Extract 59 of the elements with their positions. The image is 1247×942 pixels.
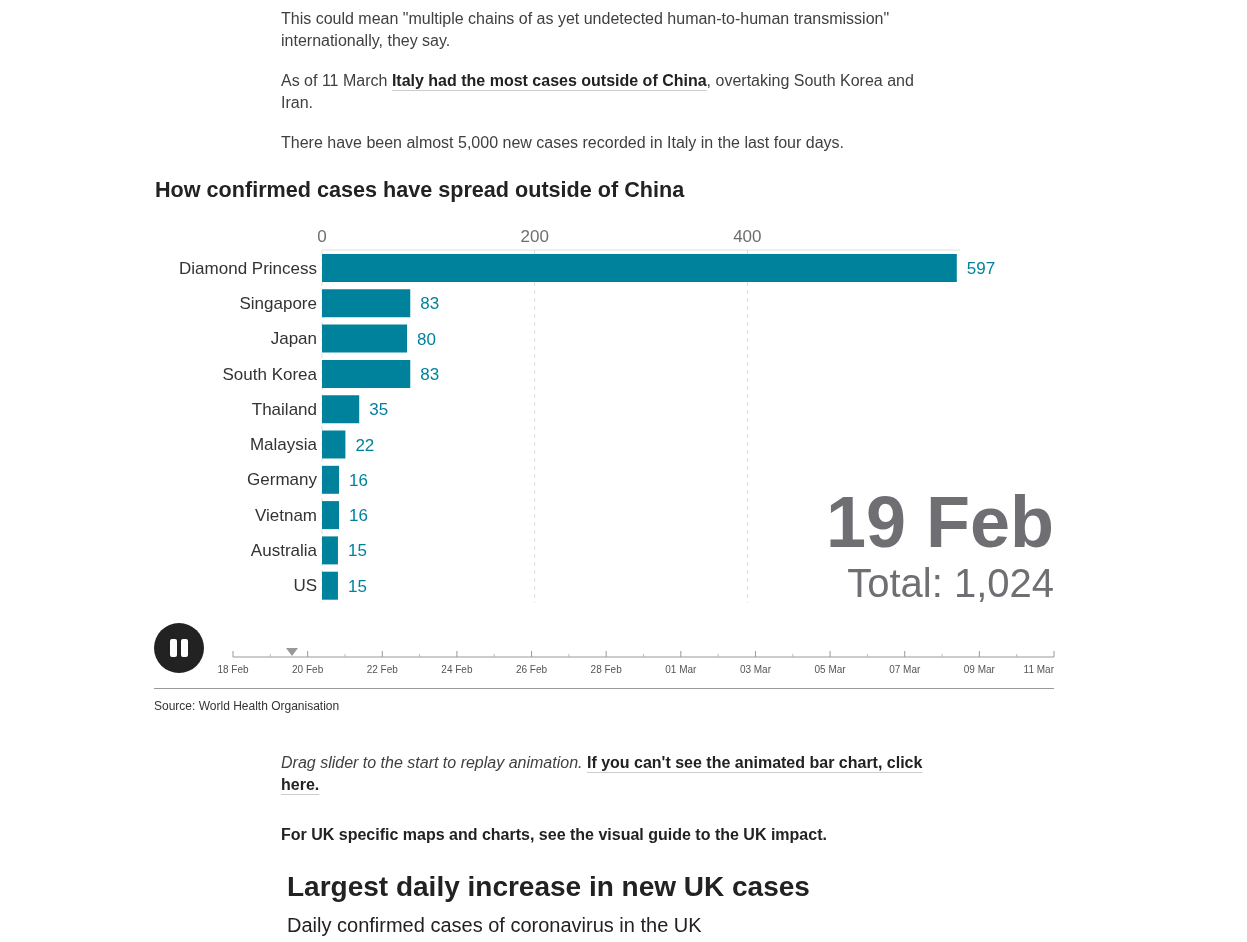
text: Drag slider to the start to replay animation. <box>281 754 583 771</box>
bar <box>322 324 408 353</box>
text: Italy had the most cases outside of China <box>391 72 707 89</box>
y-tick-label: Japan <box>270 329 317 349</box>
data-label: 15 <box>347 541 367 561</box>
y-tick-label: Australia <box>250 541 318 561</box>
y-tick-label: South Korea <box>222 364 318 384</box>
bar <box>322 501 340 530</box>
data-label: 16 <box>349 470 368 490</box>
x-tick-label: 400 <box>733 227 762 246</box>
bar <box>322 395 360 424</box>
text: 28 Feb <box>590 664 622 676</box>
data-label: 22 <box>355 435 375 455</box>
text: 20 Feb <box>292 664 324 676</box>
bar <box>322 359 411 388</box>
data-label: 83 <box>420 294 440 314</box>
y-tick-label: Singapore <box>239 293 317 313</box>
text: 07 Mar <box>889 664 921 676</box>
text: 03 Mar <box>739 664 772 676</box>
text: This could mean "multiple chains of as yet undetected human-to-human transmission" internationally, they say. <box>281 9 891 51</box>
text: If you can't see the animated bar chart, click <box>586 754 923 771</box>
text: Largest daily increase in new UK cases <box>287 870 810 904</box>
text: 22 Feb <box>366 664 398 676</box>
text: 11 Mar <box>1023 664 1054 676</box>
text: Daily confirmed cases of coronavirus in the UK <box>287 913 702 938</box>
text: 26 Feb <box>515 664 548 676</box>
text: 05 Mar <box>814 664 846 676</box>
x-tick-label: 0 <box>317 227 327 246</box>
bar <box>322 465 340 494</box>
data-label: 83 <box>420 364 440 384</box>
text: 09 Mar <box>963 664 995 676</box>
text: 18 Feb <box>217 664 249 676</box>
text: There have been almost 5,000 new cases recorded in Italy in the last four days. <box>281 133 845 153</box>
text: 24 Feb <box>441 664 473 676</box>
chart-title: How confirmed cases have spread outside of China <box>155 176 685 204</box>
data-label: 80 <box>417 329 436 349</box>
data-label: 35 <box>369 400 389 420</box>
x-tick-label: 200 <box>520 227 549 246</box>
text: 01 Mar <box>665 664 697 676</box>
y-tick-label: Thailand <box>251 399 317 419</box>
text: here. <box>281 776 320 793</box>
bar <box>322 536 338 565</box>
data-label: 16 <box>349 506 368 526</box>
bar <box>322 430 346 459</box>
bar <box>322 254 957 282</box>
y-tick-label: US <box>293 576 317 596</box>
y-tick-label: Vietnam <box>254 505 317 525</box>
bar <box>322 289 411 318</box>
annotation: Total: 1,024 <box>846 561 1054 605</box>
y-tick-label: Germany <box>247 470 318 490</box>
data-label: 15 <box>347 576 367 596</box>
text: For UK specific maps and charts, see the visual guide to the UK impact. <box>281 825 828 845</box>
y-tick-label: Diamond Princess <box>179 258 317 278</box>
annotation: 19 Feb <box>824 482 1054 562</box>
text: As of 11 March <box>281 72 388 89</box>
bar <box>322 571 338 600</box>
source-note: Source: World Health Organisation <box>154 698 340 714</box>
y-tick-label: Malaysia <box>249 435 318 455</box>
data-label: 597 <box>966 259 996 279</box>
